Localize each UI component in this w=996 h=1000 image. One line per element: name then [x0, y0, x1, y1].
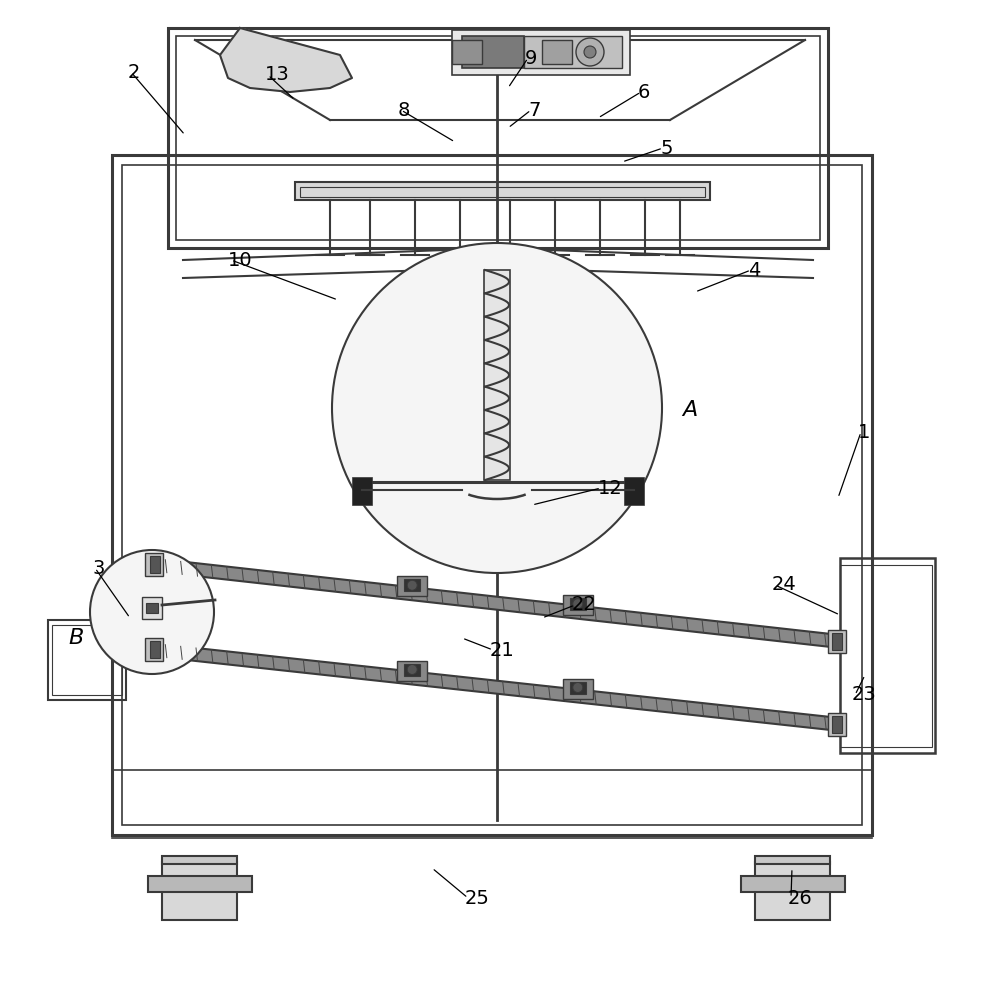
Circle shape [584, 46, 596, 58]
Circle shape [407, 580, 417, 590]
Bar [300, 187, 705, 197]
Text: 3: 3 [92, 558, 105, 578]
Bar [624, 477, 644, 505]
Bar [832, 716, 842, 733]
Bar [112, 155, 872, 835]
Text: A: A [682, 400, 697, 420]
Bar [176, 36, 820, 240]
Circle shape [332, 243, 662, 573]
Bar [162, 862, 237, 920]
Text: B: B [68, 628, 84, 648]
Polygon shape [150, 643, 840, 731]
Bar [146, 603, 158, 613]
Bar [828, 630, 846, 653]
Text: 8: 8 [398, 101, 410, 119]
Bar [524, 36, 622, 68]
Bar [832, 633, 842, 650]
Text: 23: 23 [852, 686, 876, 704]
Circle shape [576, 38, 604, 66]
Bar [148, 876, 252, 892]
Bar [452, 30, 630, 75]
Bar [452, 40, 482, 64]
Bar [741, 876, 845, 892]
Bar [404, 664, 420, 676]
Bar [162, 856, 237, 864]
Bar [150, 556, 160, 573]
Bar [168, 28, 828, 248]
Text: 26: 26 [788, 888, 813, 908]
Bar [755, 856, 830, 864]
Text: 1: 1 [858, 422, 871, 442]
Text: 6: 6 [638, 83, 650, 102]
Text: 21: 21 [490, 641, 515, 660]
Bar [52, 625, 122, 695]
Bar [542, 40, 572, 64]
Circle shape [573, 682, 583, 692]
Bar [145, 638, 163, 661]
Text: 12: 12 [598, 479, 622, 497]
Bar [142, 597, 162, 619]
Bar [755, 862, 830, 920]
Bar [48, 620, 126, 700]
Bar [462, 36, 524, 68]
Text: 5: 5 [660, 138, 672, 157]
Bar [122, 165, 862, 825]
Bar [397, 660, 427, 680]
Circle shape [407, 664, 417, 674]
Bar [570, 598, 586, 610]
Bar [840, 565, 932, 747]
Text: 25: 25 [465, 888, 490, 908]
Bar [150, 641, 160, 658]
Bar [563, 678, 593, 698]
Bar [145, 553, 163, 576]
Text: 24: 24 [772, 576, 797, 594]
Circle shape [90, 550, 214, 674]
Bar [397, 576, 427, 596]
Text: 9: 9 [525, 48, 538, 68]
Polygon shape [150, 558, 840, 648]
Bar [404, 579, 420, 591]
Bar [295, 182, 710, 200]
Bar [484, 270, 510, 480]
Text: 10: 10 [228, 250, 253, 269]
Bar [840, 558, 935, 753]
Circle shape [573, 599, 583, 609]
Bar [563, 595, 593, 615]
Bar [352, 477, 372, 505]
Text: 7: 7 [528, 101, 541, 119]
Text: 22: 22 [572, 595, 597, 614]
Polygon shape [220, 28, 352, 92]
Text: 4: 4 [748, 260, 760, 279]
Text: 2: 2 [128, 62, 140, 82]
Bar [570, 682, 586, 694]
Text: 13: 13 [265, 66, 290, 85]
Bar [112, 770, 872, 835]
Bar [828, 713, 846, 736]
